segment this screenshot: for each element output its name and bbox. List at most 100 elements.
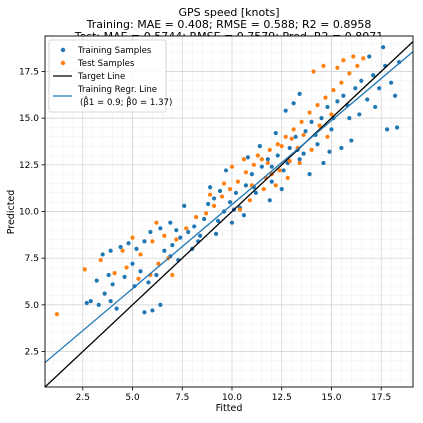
training-point bbox=[202, 216, 207, 222]
test-point bbox=[339, 80, 344, 85]
training-point bbox=[211, 196, 217, 201]
test-point bbox=[221, 181, 227, 186]
training-point bbox=[367, 54, 372, 59]
test-point bbox=[301, 132, 306, 138]
test-point bbox=[112, 271, 117, 276]
test-point bbox=[347, 71, 352, 76]
training-point bbox=[213, 231, 219, 237]
training-point bbox=[100, 252, 105, 257]
training-point bbox=[283, 108, 288, 113]
test-point bbox=[130, 235, 135, 240]
training-point bbox=[162, 248, 167, 253]
training-point bbox=[110, 282, 115, 287]
test-point bbox=[243, 170, 249, 175]
regression-line bbox=[45, 51, 413, 364]
training-point bbox=[327, 149, 332, 154]
training-point bbox=[249, 172, 254, 177]
test-point bbox=[285, 175, 290, 180]
training-point bbox=[241, 213, 247, 218]
test-point bbox=[267, 147, 272, 152]
test-point bbox=[277, 168, 282, 173]
training-point bbox=[269, 164, 274, 169]
target-line bbox=[45, 41, 413, 387]
test-point bbox=[283, 134, 288, 139]
training-point bbox=[357, 112, 362, 117]
training-point bbox=[347, 116, 352, 121]
training-point bbox=[259, 164, 264, 169]
training-point bbox=[206, 201, 211, 207]
training-point bbox=[245, 155, 250, 160]
test-point bbox=[162, 233, 167, 238]
legend-marker-training bbox=[60, 47, 66, 53]
test-point bbox=[204, 211, 209, 216]
test-point bbox=[237, 207, 243, 212]
legend-label-test: Test Samples bbox=[77, 59, 135, 69]
training-point bbox=[293, 134, 298, 139]
training-point bbox=[319, 116, 324, 121]
legend: Training Samples Test Samples Target Lin… bbox=[48, 39, 172, 113]
test-point bbox=[335, 65, 340, 70]
x-tick-label: 17.5 bbox=[371, 393, 391, 403]
training-point bbox=[158, 302, 163, 307]
training-point bbox=[335, 99, 340, 104]
training-point bbox=[359, 78, 364, 83]
legend-marker-test bbox=[60, 60, 66, 66]
test-point bbox=[289, 136, 294, 141]
training-point bbox=[303, 129, 308, 134]
test-point bbox=[138, 252, 143, 257]
test-point bbox=[229, 164, 235, 169]
training-point bbox=[281, 168, 286, 173]
legend-box bbox=[48, 39, 167, 113]
training-point bbox=[389, 80, 394, 85]
y-tick-label: 15.0 bbox=[19, 114, 39, 124]
training-point bbox=[208, 185, 213, 190]
test-point bbox=[361, 56, 366, 61]
test-point bbox=[311, 69, 316, 74]
training-point bbox=[291, 101, 296, 106]
test-point bbox=[170, 272, 175, 278]
training-point bbox=[371, 73, 376, 78]
training-point bbox=[84, 300, 89, 306]
test-point bbox=[265, 160, 270, 166]
training-point bbox=[138, 269, 143, 274]
test-point bbox=[82, 267, 87, 272]
training-point bbox=[297, 157, 302, 162]
y-tick-label: 12.5 bbox=[19, 161, 39, 171]
test-point bbox=[351, 54, 356, 59]
chart-subtitle-line-1: Training: MAE = 0.408; RMSE = 0.588; R2 … bbox=[86, 18, 372, 31]
test-point bbox=[255, 153, 260, 158]
y-tick-label: 7.5 bbox=[25, 254, 39, 264]
training-points bbox=[84, 45, 402, 315]
training-point bbox=[267, 198, 272, 203]
training-point bbox=[307, 172, 312, 177]
legend-label-target: Target Line bbox=[77, 72, 125, 82]
training-point bbox=[108, 248, 113, 253]
test-point bbox=[241, 157, 247, 162]
training-point bbox=[229, 220, 235, 225]
training-point bbox=[108, 299, 113, 304]
training-point bbox=[377, 86, 382, 91]
training-point bbox=[217, 188, 223, 194]
test-point bbox=[315, 102, 320, 108]
x-axis-label: Fitted bbox=[216, 403, 243, 414]
training-point bbox=[142, 310, 147, 315]
training-point bbox=[325, 104, 330, 110]
training-point bbox=[233, 190, 239, 195]
test-point bbox=[247, 198, 252, 203]
test-point bbox=[321, 63, 326, 68]
x-tick-label: 5.0 bbox=[125, 393, 140, 403]
training-point bbox=[130, 261, 135, 266]
training-point bbox=[182, 203, 187, 208]
x-tick-label: 15.0 bbox=[321, 393, 341, 403]
x-tick-label: 10.0 bbox=[222, 393, 242, 403]
test-points bbox=[54, 54, 366, 317]
test-point bbox=[297, 160, 302, 166]
training-point bbox=[94, 278, 99, 283]
training-point bbox=[96, 302, 101, 307]
legend-label-regression: Training Regr. Line bbox=[77, 85, 157, 95]
training-point bbox=[223, 168, 229, 173]
training-point bbox=[339, 145, 344, 151]
training-point bbox=[102, 291, 107, 296]
training-point bbox=[150, 308, 155, 313]
